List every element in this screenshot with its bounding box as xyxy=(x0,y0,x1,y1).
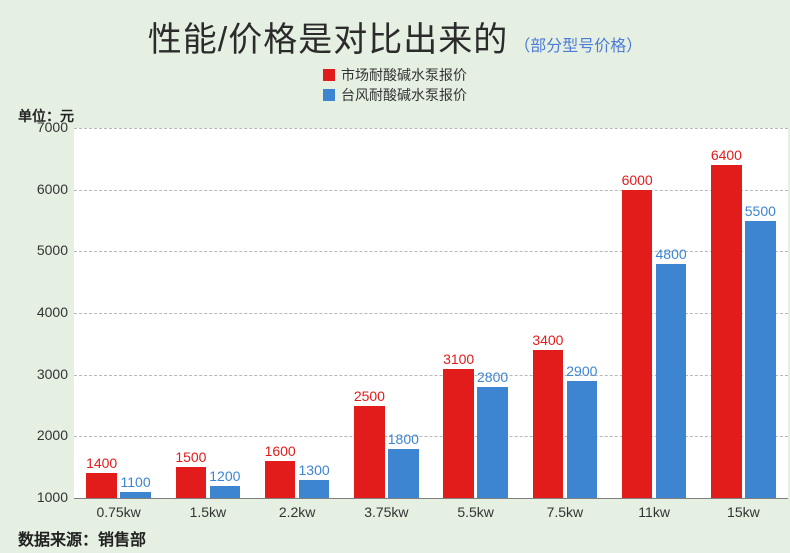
bar xyxy=(443,369,473,499)
bar-value-label: 5500 xyxy=(737,203,783,219)
bar xyxy=(622,190,652,498)
bar xyxy=(210,486,240,498)
y-tick-label: 5000 xyxy=(24,242,68,258)
bar-value-label: 1800 xyxy=(380,431,426,447)
y-tick-label: 6000 xyxy=(24,181,68,197)
bar-value-label: 6400 xyxy=(703,147,749,163)
chart-area: 1400 1100 1500 1200 1600 1300 2500 1800 3100 2800… xyxy=(12,0,784,553)
bar-value-label: 2500 xyxy=(346,388,392,404)
bar-value-label: 1100 xyxy=(112,474,158,490)
bar-value-label: 3400 xyxy=(525,332,571,348)
y-tick-label: 3000 xyxy=(24,366,68,382)
bar-value-label: 4800 xyxy=(648,246,694,262)
x-tick-label: 11kw xyxy=(610,504,699,520)
plot-area: 1400 1100 1500 1200 1600 1300 2500 1800 3100 2800… xyxy=(74,128,788,498)
x-tick-label: 5.5kw xyxy=(431,504,520,520)
bar-value-label: 1600 xyxy=(257,443,303,459)
bar xyxy=(745,221,775,499)
x-tick-label: 2.2kw xyxy=(253,504,342,520)
bar xyxy=(656,264,686,498)
x-tick-label: 1.5kw xyxy=(163,504,252,520)
x-tick-label: 3.75kw xyxy=(342,504,431,520)
bar-value-label: 2800 xyxy=(469,369,515,385)
bar xyxy=(354,406,384,499)
x-tick-label: 0.75kw xyxy=(74,504,163,520)
y-tick-label: 7000 xyxy=(24,119,68,135)
bar-value-label: 1300 xyxy=(291,462,337,478)
bar-value-label: 2900 xyxy=(559,363,605,379)
bar-value-label: 6000 xyxy=(614,172,660,188)
y-tick-label: 1000 xyxy=(24,489,68,505)
chart-container: 性能/价格是对比出来的 （部分型号价格） 市场耐酸碱水泵报价台风耐酸碱水泵报价 … xyxy=(0,0,790,553)
x-tick-label: 7.5kw xyxy=(520,504,609,520)
bar-value-label: 1400 xyxy=(78,455,124,471)
bar-value-label: 3100 xyxy=(435,351,481,367)
y-tick-label: 4000 xyxy=(24,304,68,320)
source-label: 数据来源：销售部 xyxy=(18,526,146,550)
gridline xyxy=(74,128,788,129)
bar-value-label: 1200 xyxy=(202,468,248,484)
y-tick-label: 2000 xyxy=(24,427,68,443)
bar xyxy=(120,492,150,498)
x-tick-label: 15kw xyxy=(699,504,788,520)
bar xyxy=(299,480,329,499)
x-axis xyxy=(74,498,788,499)
bar xyxy=(388,449,418,498)
bar xyxy=(567,381,597,498)
bar xyxy=(477,387,507,498)
gridline xyxy=(74,190,788,191)
bar-value-label: 1500 xyxy=(168,449,214,465)
